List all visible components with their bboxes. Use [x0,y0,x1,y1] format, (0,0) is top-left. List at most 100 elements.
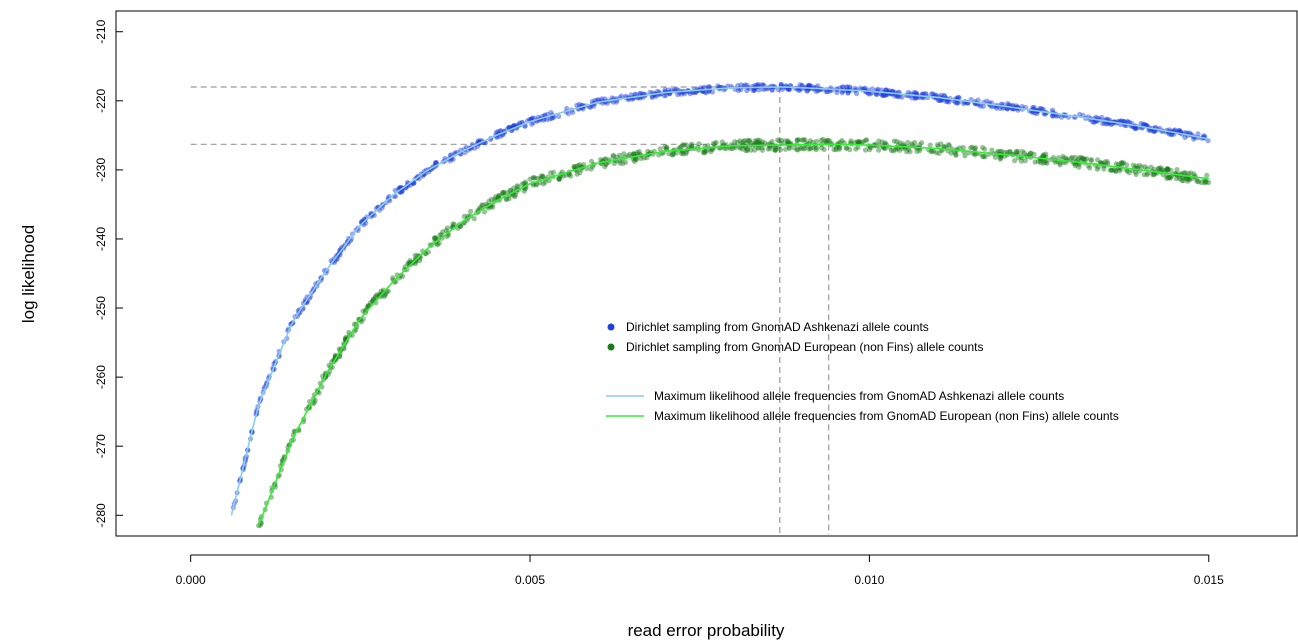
legend: Dirichlet sampling from GnomAD Ashkenazi… [606,320,1119,423]
y-tick-label: -250 [94,296,108,320]
european-point [540,181,546,187]
ashkenazi-point [1091,119,1097,125]
european-point [678,150,685,156]
ashkenazi-point [742,82,748,88]
ashkenazi-point [930,91,936,97]
european-point [848,138,854,144]
ashkenazi-point [1040,106,1046,112]
european-point [488,196,494,203]
european-point [1204,172,1210,178]
european-point [1184,176,1190,182]
ashkenazi-point [923,91,929,97]
european-point [521,188,527,194]
european-point [972,145,979,151]
ashkenazi-point [450,156,456,162]
european-point [581,162,587,168]
european-point [712,141,718,147]
european-point [671,151,677,157]
ashkenazi-point [1205,138,1211,144]
european-point [980,154,986,160]
european-point [689,144,695,150]
ashkenazi-point [1195,131,1201,137]
european-point [458,223,464,229]
european-point [1164,166,1171,172]
european-point [1174,167,1180,173]
ashkenazi-point [913,95,919,101]
european-point [759,147,766,153]
european-point [681,142,687,148]
european-point [1115,162,1121,168]
ashkenazi-point [574,102,580,108]
european-point [1081,156,1087,162]
european-point [807,146,814,152]
european-point [372,294,378,300]
european-point [527,176,533,182]
ashkenazi-point [804,88,810,94]
european-point [443,227,449,233]
european-point [730,145,736,151]
european-point [833,145,840,151]
ashkenazi-point [1034,110,1040,117]
european-point [1158,165,1164,171]
european-point [776,138,782,144]
european-point [819,145,825,151]
european-point [501,189,507,195]
european-point [1124,168,1130,174]
ashkenazi-point [1054,113,1060,119]
ashkenazi-point [805,82,811,89]
european-point [548,170,554,176]
european-point [740,138,746,145]
ashkenazi-point [735,87,742,94]
ashkenazi-point [675,92,681,98]
european-point [546,177,552,184]
european-point [1191,171,1197,177]
european-point [468,208,474,214]
european-point [806,146,812,152]
european-point [530,175,536,181]
ashkenazi-point [865,91,872,97]
european-point [680,142,686,148]
european-point [620,160,626,166]
european-point [656,152,662,158]
european-point [779,137,785,143]
european-point [1148,164,1154,170]
european-point [837,139,844,145]
european-point [794,137,800,143]
european-point [941,143,948,150]
ashkenazi-point [961,100,967,107]
european-point [1159,166,1165,172]
ashkenazi-point [769,87,775,93]
x-tick-label: 0.015 [1194,573,1224,587]
european-point [1007,149,1013,155]
european-point [879,139,885,145]
european-point [1165,167,1171,173]
ashkenazi-point [602,96,608,102]
european-point [1107,167,1113,173]
european-point [953,151,959,157]
ashkenazi-point [905,89,912,96]
european-point [773,147,779,153]
european-point [1088,157,1094,163]
european-point [500,189,506,196]
european-point [360,308,366,314]
european-point [737,145,743,151]
european-point [752,147,758,153]
european-point [515,184,521,190]
european-point [997,156,1003,162]
european-point [674,150,680,156]
european-point [1185,178,1191,184]
european-point [1151,172,1157,178]
european-point [669,152,675,158]
ashkenazi-point [997,105,1003,111]
ashkenazi-point [529,115,535,121]
european-point [1116,168,1122,174]
ashkenazi-point [604,100,610,106]
european-ml-curve [257,143,1209,526]
ashkenazi-point [895,93,901,99]
european-point [622,159,629,165]
european-point [1132,169,1139,175]
european-point [1018,158,1025,164]
ashkenazi-point [495,129,501,135]
european-point [1164,175,1170,181]
european-point [1013,150,1019,156]
